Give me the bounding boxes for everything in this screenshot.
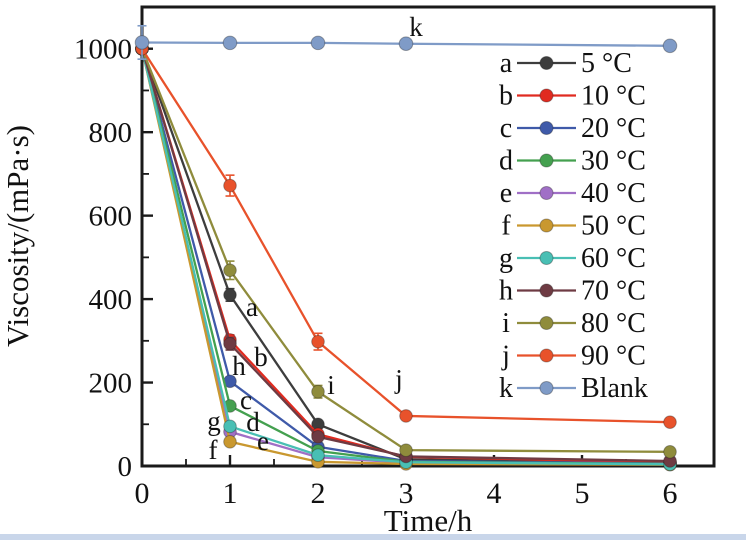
legend-marker-sample — [539, 153, 554, 168]
legend-key-letter: h — [499, 276, 513, 307]
legend-key-letter: a — [500, 48, 513, 79]
series-h-marker — [223, 336, 237, 351]
x-tick-label: 1 — [223, 477, 238, 510]
series-g-marker — [311, 448, 325, 462]
legend-marker-sample — [539, 56, 554, 70]
legend-key-letter: i — [502, 308, 510, 339]
legend-item-a: a 5 °C — [500, 48, 632, 79]
legend-item-j: j 90 °C — [501, 341, 646, 372]
legend-label: 60 °C — [581, 243, 646, 274]
legend-item-f: f 50 °C — [501, 211, 646, 242]
legend-label: 20 °C — [581, 113, 646, 144]
legend-item-h: h 70 °C — [499, 276, 646, 307]
legend-key-letter: k — [499, 373, 513, 404]
series-g-marker — [223, 419, 237, 434]
legend-label: 5 °C — [581, 48, 632, 79]
legend-marker-sample — [539, 186, 554, 200]
y-axis: 0 200 400 600 800 1000 Viscosity/(mPa·s) — [0, 34, 153, 483]
y-tick-label: 1000 — [74, 34, 132, 66]
legend-label: 70 °C — [581, 276, 646, 307]
legend-label: 80 °C — [581, 308, 646, 339]
series-i-marker — [311, 384, 325, 399]
legend-label: 10 °C — [581, 81, 646, 112]
x-tick-label: 5 — [575, 477, 590, 510]
legend-item-e: e 40 °C — [500, 178, 646, 209]
legend-key-letter: c — [500, 113, 512, 144]
legend-key-letter: d — [499, 146, 513, 177]
point-label-i: i — [327, 370, 335, 400]
series-j-marker — [223, 178, 237, 193]
plot-frame — [140, 5, 716, 468]
series-h-marker — [311, 429, 325, 444]
legend-label: 50 °C — [581, 211, 646, 242]
x-tick-label: 3 — [399, 477, 414, 510]
point-label-d: d — [246, 407, 260, 437]
legend-key-letter: j — [501, 341, 510, 372]
x-axis-title: Time/h — [384, 503, 473, 538]
series-j-marker — [399, 409, 413, 423]
point-label-h: h — [232, 351, 246, 381]
legend-marker-sample — [539, 283, 554, 298]
y-tick-label: 0 — [118, 451, 133, 483]
legend-key-letter: f — [501, 211, 511, 242]
legend-key-letter: g — [499, 243, 513, 274]
legend-label: 30 °C — [581, 146, 646, 177]
y-tick-label: 800 — [89, 117, 133, 149]
x-tick-label: 0 — [135, 477, 150, 510]
series-k-marker — [222, 35, 238, 51]
legend-key-letter: b — [499, 81, 513, 112]
series-i-marker — [663, 445, 677, 459]
legend-label: 40 °C — [581, 178, 646, 209]
y-tick-label: 200 — [89, 368, 133, 400]
x-tick-label: 2 — [311, 477, 326, 510]
point-label-e: e — [257, 426, 269, 456]
legend-item-i: i 80 °C — [502, 308, 646, 339]
legend: a 5 °C b 10 °C c 20 °C d 30 °C e 40 °C f 50 °C g 60 °… — [499, 48, 648, 404]
point-label-b: b — [254, 342, 268, 372]
series-i-marker — [223, 263, 237, 278]
series-a-marker — [223, 288, 237, 302]
y-axis-title: Viscosity/(mPa·s) — [0, 125, 35, 347]
series-f-marker — [223, 434, 237, 449]
y-tick-label: 600 — [89, 201, 133, 233]
series-k — [134, 24, 678, 60]
y-tick-label: 400 — [89, 284, 133, 316]
legend-marker-sample — [539, 121, 554, 135]
series-i — [135, 41, 677, 459]
legend-marker-sample — [539, 88, 554, 103]
page-bottom-strip — [0, 534, 746, 540]
legend-label: 90 °C — [581, 341, 646, 372]
series-k-marker — [310, 35, 326, 51]
legend-marker-sample — [539, 218, 554, 233]
x-tick-label: 6 — [663, 477, 678, 510]
legend-label: Blank — [581, 373, 648, 404]
series-j-marker — [311, 334, 325, 349]
legend-marker-sample — [539, 251, 554, 265]
series-k-marker — [398, 36, 414, 52]
point-label-a: a — [246, 292, 258, 322]
legend-item-k: k Blank — [499, 373, 648, 404]
legend-marker-sample — [539, 348, 554, 363]
x-tick-label: 4 — [487, 477, 502, 510]
series-k-marker — [134, 35, 150, 50]
legend-item-d: d 30 °C — [499, 146, 646, 177]
series-i-marker — [399, 443, 413, 457]
point-label-j: j — [394, 364, 403, 394]
point-label-g: g — [207, 406, 221, 436]
legend-item-c: c 20 °C — [500, 113, 646, 144]
legend-marker-sample — [539, 316, 554, 330]
legend-marker-sample — [539, 381, 554, 395]
legend-item-g: g 60 °C — [499, 243, 646, 274]
point-label-k: k — [409, 12, 423, 42]
legend-key-letter: e — [500, 178, 512, 209]
legend-item-b: b 10 °C — [499, 81, 646, 112]
series-k-marker — [662, 38, 678, 54]
series-j-marker — [663, 415, 677, 429]
point-label-f: f — [209, 435, 218, 465]
point-label-c: c — [240, 385, 252, 415]
